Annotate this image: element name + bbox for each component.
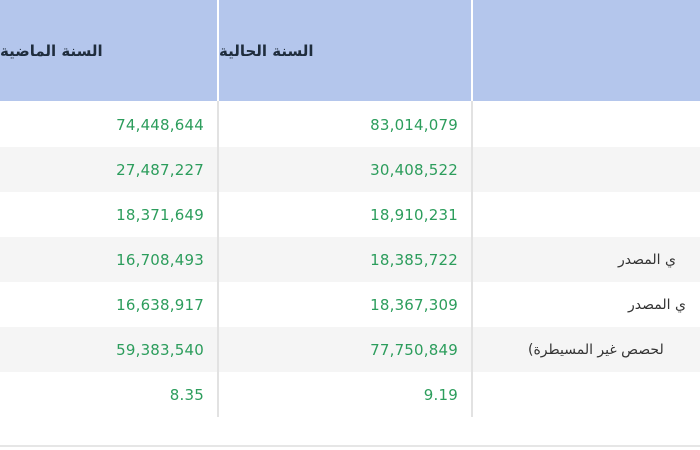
row-label-text: لحصص غير المسيطرة) xyxy=(528,341,664,358)
current-year-value: 18,367,309 xyxy=(370,295,458,314)
table-header-row: السنة الماضية السنة الحالية xyxy=(0,0,700,101)
table-row: 16,708,493 18,385,722 ي المصدر xyxy=(0,237,700,282)
row-label: لحصص غير المسيطرة) xyxy=(473,327,700,372)
current-year-value: 83,014,079 xyxy=(370,115,458,134)
previous-year-value: 16,708,493 xyxy=(116,250,204,269)
current-year-value: 30,408,522 xyxy=(370,160,458,179)
row-label: ي المصدر xyxy=(473,282,700,327)
table-row: 27,487,227 30,408,522 xyxy=(0,147,700,192)
column-divider xyxy=(471,101,473,417)
row-label xyxy=(473,102,700,147)
row-label xyxy=(473,147,700,192)
previous-year-value: 16,638,917 xyxy=(116,295,204,314)
table-row: 74,448,644 83,014,079 xyxy=(0,102,700,147)
header-previous-year: السنة الماضية xyxy=(0,0,217,101)
table-row: 18,371,649 18,910,231 xyxy=(0,192,700,237)
previous-year-value: 8.35 xyxy=(169,385,204,404)
current-year-value: 77,750,849 xyxy=(370,340,458,359)
header-current-year: السنة الحالية xyxy=(219,0,471,101)
current-year-value: 18,385,722 xyxy=(370,250,458,269)
header-previous-year-label: السنة الماضية xyxy=(0,41,103,60)
table-bottom-border xyxy=(0,445,700,447)
table-row: 59,383,540 77,750,849 لحصص غير المسيطرة) xyxy=(0,327,700,372)
current-year-value: 9.19 xyxy=(423,385,458,404)
column-divider xyxy=(217,101,219,417)
row-label xyxy=(473,192,700,237)
table-row: 8.35 9.19 xyxy=(0,372,700,417)
header-item xyxy=(473,0,700,101)
previous-year-value: 27,487,227 xyxy=(116,160,204,179)
previous-year-value: 74,448,644 xyxy=(116,115,204,134)
current-year-value: 18,910,231 xyxy=(370,205,458,224)
header-current-year-label: السنة الحالية xyxy=(219,41,314,60)
row-label xyxy=(473,372,700,417)
row-label-text: ي المصدر xyxy=(628,296,686,313)
row-label: ي المصدر xyxy=(473,237,700,282)
row-label-text: ي المصدر xyxy=(618,251,676,268)
previous-year-value: 59,383,540 xyxy=(116,340,204,359)
table-row: 16,638,917 18,367,309 ي المصدر xyxy=(0,282,700,327)
previous-year-value: 18,371,649 xyxy=(116,205,204,224)
